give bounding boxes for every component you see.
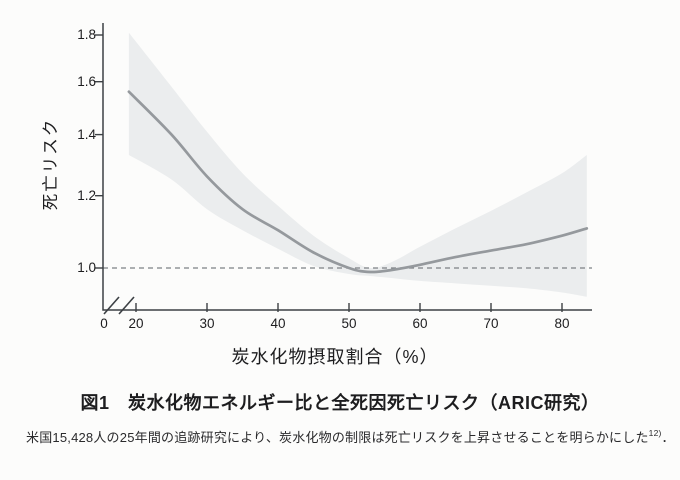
x-tick-label: 40 [270, 316, 286, 331]
figure-note-period: ． [661, 430, 675, 445]
y-tick-label: 1.2 [77, 188, 96, 203]
x-tick-label: 0 [100, 316, 108, 331]
y-tick-label: 1.0 [77, 260, 96, 275]
x-tick-label: 20 [128, 316, 144, 331]
y-tick-label: 1.6 [77, 74, 96, 89]
y-tick-label: 1.8 [77, 27, 96, 42]
x-tick-label: 80 [554, 316, 570, 331]
figure-note-text: 米国15,428人の25年間の追跡研究により、炭水化物の制限は死亡リスクを上昇さ… [26, 430, 649, 445]
x-tick-label: 60 [412, 316, 428, 331]
figure-title: 図1 炭水化物エネルギー比と全死因死亡リスク（ARIC研究） [80, 393, 600, 413]
figure-note: 米国15,428人の25年間の追跡研究により、炭水化物の制限は死亡リスクを上昇さ… [26, 427, 675, 446]
x-tick-label: 50 [341, 316, 357, 331]
y-tick-label: 1.4 [77, 127, 96, 142]
y-axis-title: 死亡リスク [42, 117, 60, 211]
reference-superscript: 12) [648, 427, 662, 438]
x-axis-title: 炭水化物摂取割合（%） [231, 347, 439, 367]
x-tick-label: 30 [199, 316, 215, 331]
x-tick-label: 70 [483, 316, 499, 331]
